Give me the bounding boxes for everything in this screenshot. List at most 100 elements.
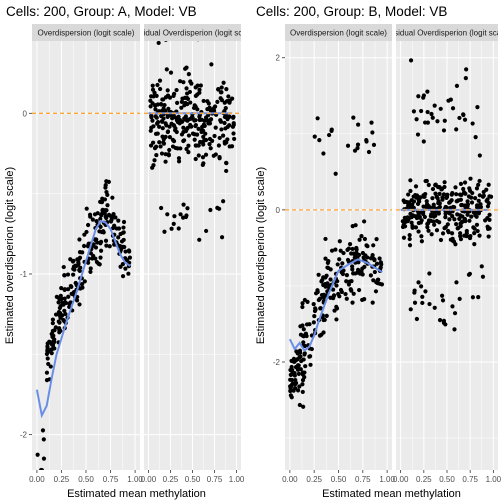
data-point [218,119,224,124]
data-point [180,96,185,101]
data-point [127,249,132,254]
data-point [458,213,463,218]
data-point [98,241,103,246]
data-point [300,323,305,328]
data-point [454,222,459,227]
data-point [421,139,426,144]
data-point [290,381,295,386]
data-point [485,204,491,209]
data-point [111,225,116,231]
data-point [201,98,206,104]
data-point [330,287,336,292]
data-point [183,128,189,134]
data-point [92,212,98,217]
data-point [60,313,65,318]
data-point [63,300,68,305]
data-point [208,207,213,213]
data-point [414,193,419,198]
data-point [323,256,328,261]
data-point [217,156,222,161]
data-point [454,127,459,132]
data-point [77,256,82,261]
data-point [461,112,466,118]
data-point [331,296,336,301]
data-point [472,230,477,236]
data-point [467,186,472,191]
data-point [401,222,406,228]
x-tick-label: 0.75 [103,475,119,484]
data-point [201,161,206,166]
data-point [464,234,469,239]
data-point [300,304,305,310]
data-point [63,311,68,317]
data-point [425,225,430,230]
data-point [176,114,181,119]
data-point [334,304,339,309]
data-point [440,298,446,303]
x-tick-label: 0.50 [331,475,347,484]
data-point [35,452,40,457]
data-point [356,287,362,293]
data-point [341,268,346,273]
data-point [409,198,414,203]
facet-strip-label: Overdispersion (logit scale) [38,29,135,38]
data-point [203,131,208,136]
points-layer [148,41,237,242]
data-point [150,165,155,170]
data-point [477,178,482,184]
data-point [481,193,486,198]
data-point [176,156,182,161]
facet-panel-1: Overdispersion (logit scale) 0.00 0.25 0.50… [20,24,143,484]
data-point [463,76,468,81]
data-point [345,247,350,252]
data-point [356,122,361,127]
data-point [181,125,186,130]
data-point [457,296,462,301]
points-layer [35,179,133,470]
data-point [453,185,458,190]
data-point [184,146,189,152]
data-point [450,238,455,243]
data-point [184,86,189,91]
data-point [406,192,411,197]
x-tick-label: 0.00 [282,475,298,484]
data-point [440,293,445,298]
data-point [341,250,346,256]
x-tick-label: 0.50 [78,475,94,484]
data-point [362,264,367,270]
data-point [302,370,307,375]
x-tick-label: 0.75 [462,475,478,484]
data-point [223,106,228,111]
data-point [223,126,228,131]
data-point [186,72,191,77]
data-point [299,358,304,364]
data-point [229,144,235,149]
data-point [470,295,475,300]
data-point [351,115,356,120]
data-point [213,125,218,130]
data-point [193,143,198,148]
data-point [183,66,188,71]
data-point [163,152,168,157]
data-point [80,281,85,287]
data-point [312,134,317,139]
data-point [78,265,83,270]
data-point [104,179,109,184]
data-point [116,235,121,240]
data-point [88,214,93,219]
data-point [408,58,414,63]
data-point [107,244,112,249]
data-point [334,317,339,322]
data-point [418,210,423,215]
data-point [225,117,230,122]
data-point [333,247,338,252]
data-point [467,235,473,241]
x-tick-label: 0.00 [141,475,157,484]
data-point [204,228,209,234]
data-point [186,150,191,155]
data-point [118,244,123,249]
data-point [88,266,93,271]
data-point [419,239,424,244]
smooth-trend-line [35,219,131,419]
data-point [151,94,156,99]
